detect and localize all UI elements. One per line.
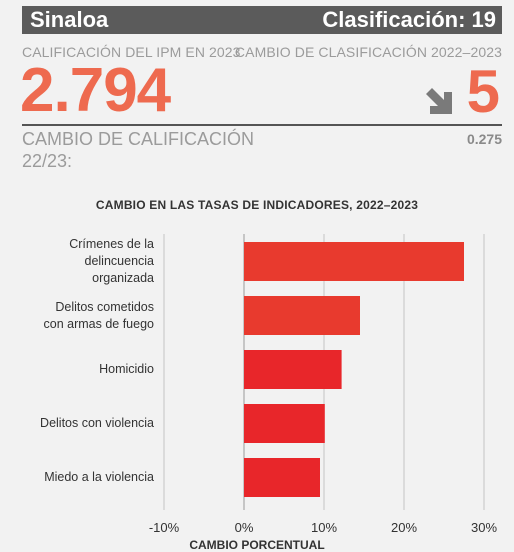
- state-name: Sinaloa: [30, 7, 109, 32]
- bar: [244, 404, 325, 443]
- header-bar: Sinaloa Clasificación: 19: [22, 6, 502, 34]
- x-tick-label: 20%: [390, 520, 418, 535]
- rank-change-value: 5: [466, 58, 500, 125]
- category-label-line: Delitos cometidos: [55, 299, 154, 314]
- score-change-value: 0.275: [466, 131, 502, 147]
- x-tick-label: 30%: [470, 520, 498, 535]
- category-label-line: delincuencia: [84, 254, 155, 268]
- category-label: Delitos cometidos con armas de fuego: [4, 299, 155, 333]
- score-label: CALIFICACIÓN DEL IPM EN 2023: [22, 44, 241, 60]
- rank-label: Clasificación: 19: [322, 7, 496, 32]
- score-value: 2.794: [20, 56, 171, 125]
- x-tick-label: -10%: [148, 520, 180, 535]
- category-label-line: Miedo a la violencia: [44, 470, 154, 484]
- category-label: Homicidio: [4, 361, 154, 378]
- category-label: Miedo a la violencia: [4, 469, 154, 486]
- bar: [244, 350, 342, 389]
- chart-title: CAMBIO EN LAS TASAS DE INDICADORES, 2022…: [95, 198, 419, 212]
- rank-change-label: CAMBIO DE CLASIFICACIÓN 2022–2023: [234, 44, 502, 60]
- arrow-down-right-icon: [426, 88, 452, 114]
- category-label-line: organizada: [92, 271, 154, 285]
- category-label-line: Homicidio: [99, 362, 154, 376]
- bar: [244, 458, 320, 497]
- x-tick-label: 0%: [234, 520, 254, 535]
- category-label-line: Crímenes de la: [69, 237, 154, 251]
- category-label: Delitos con violencia: [4, 415, 154, 432]
- category-label-line: Delitos con violencia: [40, 416, 154, 430]
- score-change-label: CAMBIO DE CALIFICACIÓN 22/23:: [22, 129, 255, 171]
- category-label-line: con armas de fuego: [43, 316, 155, 331]
- bar: [244, 296, 360, 335]
- x-tick-label: 10%: [310, 520, 338, 535]
- category-label: Crímenes de la delincuencia organizada: [4, 236, 154, 287]
- x-axis-label: CAMBIO PORCENTUAL: [189, 538, 325, 552]
- bar: [244, 242, 464, 281]
- divider: [22, 124, 502, 126]
